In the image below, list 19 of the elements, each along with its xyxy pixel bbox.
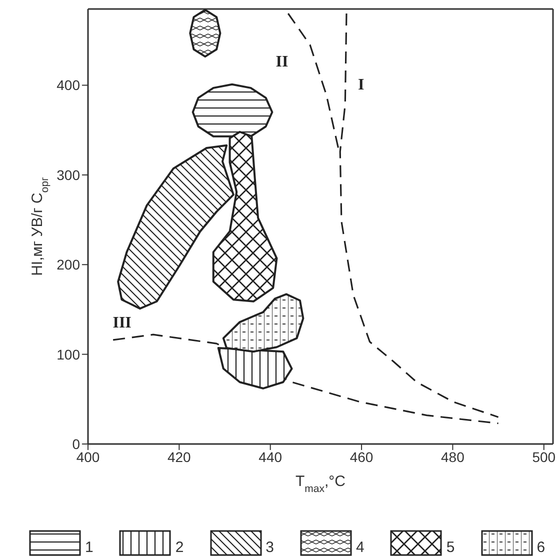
x-tick-label: 460	[350, 448, 374, 465]
x-tick-label: 420	[167, 448, 192, 465]
legend-label: 5	[446, 539, 455, 556]
x-tick-label: 500	[532, 448, 556, 465]
legend-label: 2	[175, 539, 184, 556]
legend-label: 3	[266, 539, 274, 556]
x-tick-label: 440	[258, 448, 282, 465]
series-label: II	[276, 53, 288, 70]
series-label: I	[358, 76, 364, 94]
legend-label: 4	[356, 539, 364, 556]
x-tick-label: 480	[441, 448, 465, 465]
y-tick-label: 200	[56, 256, 80, 273]
y-tick-label: 300	[56, 166, 80, 183]
legend-label: 6	[536, 539, 546, 556]
x-axis-title: T$_{max}$,°C	[295, 473, 346, 495]
y-tick-label: 100	[56, 346, 80, 362]
legend-label: 1	[84, 539, 94, 556]
y-tick-label: 400	[56, 77, 80, 94]
series-label: III	[112, 314, 132, 332]
